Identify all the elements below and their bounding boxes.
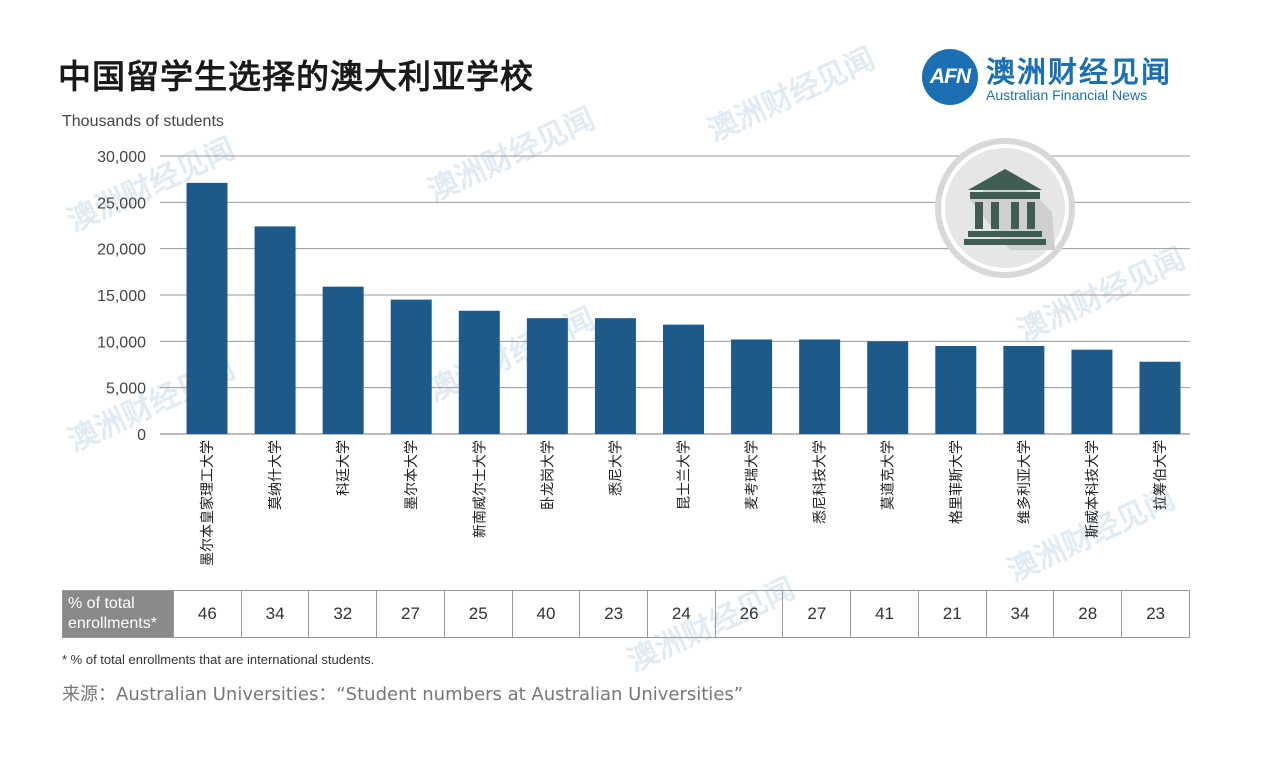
afn-logo: AFN 澳洲财经见闻 Australian Financial News bbox=[922, 47, 1182, 107]
y-axis-label: Thousands of students bbox=[62, 113, 224, 130]
pct-cell: 25 bbox=[443, 590, 513, 638]
university-building-icon bbox=[935, 138, 1075, 278]
pct-cell: 27 bbox=[376, 590, 445, 638]
pct-cell: 24 bbox=[647, 590, 716, 638]
pct-cell: 32 bbox=[308, 590, 378, 638]
pct-cell: 34 bbox=[985, 590, 1055, 638]
y-tick-label: 5,000 bbox=[106, 381, 146, 398]
x-tick-label: 莫道克大学 bbox=[881, 440, 897, 510]
pct-table-header: % of total enrollments* bbox=[62, 590, 174, 638]
source-note: 来源：Australian Universities：“Student numb… bbox=[62, 684, 744, 705]
bar bbox=[458, 310, 500, 434]
bar bbox=[867, 341, 909, 434]
bar bbox=[1071, 349, 1113, 434]
pct-cell: 28 bbox=[1053, 590, 1123, 638]
x-tick-label: 昆士兰大学 bbox=[677, 440, 693, 510]
x-tick-label: 科廷大学 bbox=[336, 440, 352, 496]
y-tick-label: 30,000 bbox=[97, 149, 146, 166]
x-tick-label: 维多利亚大学 bbox=[1016, 440, 1033, 524]
logo-mark: AFN bbox=[922, 49, 978, 105]
bar bbox=[1139, 361, 1181, 434]
bar bbox=[799, 339, 841, 434]
x-tick-label: 拉筹伯大学 bbox=[1152, 440, 1169, 510]
x-tick-label: 墨尔本大学 bbox=[404, 440, 420, 510]
bar bbox=[254, 226, 296, 434]
y-tick-label: 10,000 bbox=[97, 334, 146, 351]
bar bbox=[186, 182, 228, 434]
bar bbox=[526, 318, 568, 434]
pct-cell: 26 bbox=[714, 590, 784, 638]
x-tick-label: 墨尔本皇家理工大学 bbox=[199, 440, 216, 566]
bar bbox=[935, 345, 977, 434]
pct-cell: 46 bbox=[173, 590, 242, 638]
x-tick-label: 悉尼科技大学 bbox=[813, 440, 829, 524]
pct-cell: 23 bbox=[579, 590, 649, 638]
bar bbox=[390, 299, 432, 434]
bar bbox=[322, 286, 364, 434]
bar bbox=[1003, 345, 1045, 434]
y-tick-label: 20,000 bbox=[97, 242, 146, 259]
x-tick-label: 麦考瑞大学 bbox=[745, 440, 761, 510]
bar bbox=[731, 339, 773, 434]
x-tick-label: 新南威尔士大学 bbox=[472, 440, 488, 538]
footnote: * % of total enrollments that are intern… bbox=[62, 652, 375, 667]
pct-cell: 40 bbox=[511, 590, 581, 638]
pct-cell: 34 bbox=[240, 590, 310, 638]
bar-chart: 30,000 25,000 20,000 15,000 10,000 5,000 0 墨尔本… bbox=[97, 138, 1190, 566]
x-tick-label: 悉尼大学 bbox=[608, 440, 624, 496]
pct-cell: 27 bbox=[782, 590, 852, 638]
y-tick-label: 0 bbox=[137, 427, 146, 444]
pct-enrollments-table: % of total enrollments* 46 34 32 27 25 40 23 24… bbox=[62, 590, 1190, 638]
x-tick-label: 莫纳什大学 bbox=[268, 440, 284, 510]
y-tick-label: 15,000 bbox=[97, 288, 146, 305]
pct-cell: 21 bbox=[917, 590, 987, 638]
y-tick-label: 25,000 bbox=[97, 195, 146, 212]
x-tick-label: 斯威本科技大学 bbox=[1085, 440, 1101, 538]
bar bbox=[594, 318, 636, 434]
logo-name-en: Australian Financial News bbox=[986, 87, 1148, 103]
pct-cell: 23 bbox=[1121, 590, 1190, 638]
bar bbox=[663, 324, 704, 434]
x-tick-label: 卧龙岗大学 bbox=[540, 440, 556, 510]
logo-name-cn: 澳洲财经见闻 bbox=[986, 55, 1173, 89]
pct-cell: 41 bbox=[850, 590, 919, 638]
chart-title: 中国留学生选择的澳大利亚学校 bbox=[58, 57, 534, 96]
x-tick-label: 格里菲斯大学 bbox=[949, 440, 965, 524]
